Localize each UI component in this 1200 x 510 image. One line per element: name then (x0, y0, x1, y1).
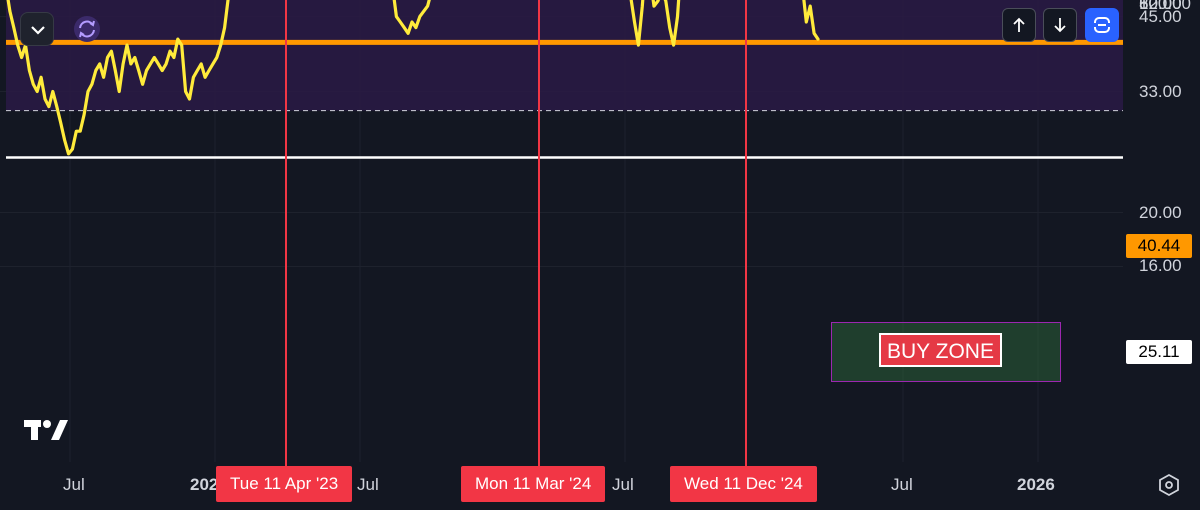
fullscreen-button[interactable] (1085, 8, 1119, 42)
price-axis-label: 45.00 (1139, 6, 1182, 26)
date-marker-label: Mon 11 Mar '24 (461, 466, 606, 502)
time-axis-label: 202 (190, 475, 219, 494)
price-axis-label: 16.00 (1139, 256, 1182, 276)
fullscreen-icon (1093, 17, 1111, 33)
price-axis-label: 33.00 (1139, 81, 1182, 101)
support-price-tag: 40.44 (1126, 234, 1192, 258)
collapse-button[interactable] (20, 12, 54, 46)
time-axis-label: Jul (357, 475, 379, 494)
arrow-down-icon (1054, 18, 1066, 33)
arrow-up-icon (1013, 17, 1025, 32)
price-axis-label: 80.00 (1139, 0, 1182, 13)
settings-icon[interactable] (1157, 473, 1181, 497)
tradingview-logo-icon (24, 420, 68, 440)
scroll-up-button[interactable] (1002, 8, 1036, 42)
price-axis-label: 120.00 (1139, 0, 1191, 13)
date-marker-label: Wed 11 Dec '24 (670, 466, 817, 502)
time-axis-label: Jul (612, 475, 634, 494)
price-axis-label: 20.00 (1139, 202, 1182, 222)
buy-zone-label: BUY ZONE (879, 333, 1002, 367)
time-axis-label: Jul (63, 475, 85, 494)
time-axis-label: 2026 (1017, 475, 1055, 494)
sync-button[interactable] (70, 12, 104, 46)
chevron-down-icon (31, 26, 45, 35)
price-series-line (6, 0, 820, 156)
buy-price-tag: 25.11 (1126, 340, 1192, 364)
price-axis-label: 60.00 (1139, 0, 1182, 13)
sync-icon (74, 16, 100, 42)
time-axis-label: Jul (891, 475, 913, 494)
date-marker-label: Tue 11 Apr '23 (216, 466, 353, 502)
scroll-down-button[interactable] (1043, 8, 1077, 42)
